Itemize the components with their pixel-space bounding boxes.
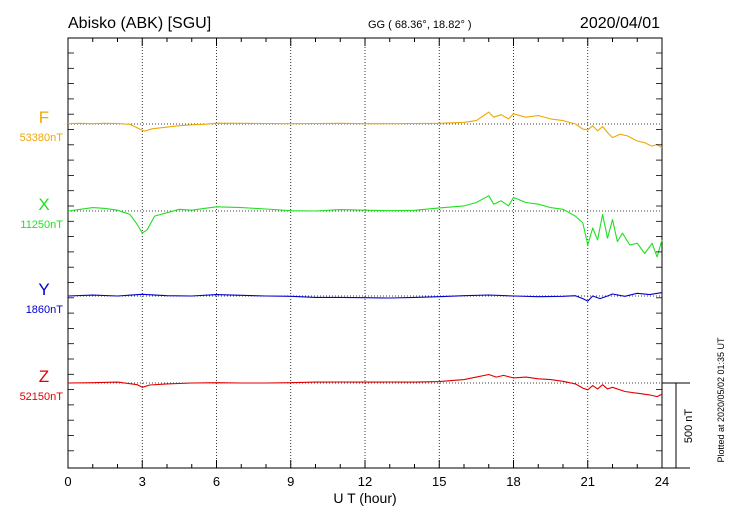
series-baseline-Y: 1860nT	[26, 304, 64, 316]
x-tick-label-18: 18	[506, 474, 520, 489]
x-tick-label-6: 6	[213, 474, 220, 489]
date-label: 2020/04/01	[580, 15, 660, 32]
series-baseline-F: 53380nT	[20, 132, 64, 144]
x-tick-label-21: 21	[581, 474, 595, 489]
scale-bar-label: 500 nT	[683, 409, 695, 444]
plotted-at-note: Plotted at 2020/05/02 01:35 UT	[716, 337, 726, 463]
coordinates-label: GG ( 68.36°, 18.82° )	[368, 19, 472, 31]
x-tick-label-24: 24	[655, 474, 669, 489]
x-axis: 0 3 6 9 12 15 18 21 24	[64, 38, 669, 489]
series-name-Y: Y	[38, 280, 49, 299]
series-labels: F 53380nT X 11250nT Y 1860nT Z 52150nT	[20, 108, 64, 403]
series-name-F: F	[39, 108, 49, 127]
x-tick-label-9: 9	[287, 474, 294, 489]
series-name-Z: Z	[39, 367, 49, 386]
series-baseline-Z: 52150nT	[20, 391, 64, 403]
series-name-X: X	[38, 195, 49, 214]
scale-bar: 500 nT	[662, 382, 695, 469]
series-line-Z	[67, 373, 663, 398]
x-tick-label-15: 15	[432, 474, 446, 489]
x-tick-label-0: 0	[64, 474, 71, 489]
station-title: Abisko (ABK) [SGU]	[68, 15, 211, 32]
series-line-X	[67, 195, 663, 258]
x-axis-title: U T (hour)	[333, 490, 396, 506]
series-baseline-X: 11250nT	[20, 219, 63, 231]
x-tick-label-12: 12	[358, 474, 372, 489]
series-line-F	[67, 111, 663, 149]
plot-frame	[67, 37, 663, 469]
x-tick-label-3: 3	[139, 474, 146, 489]
grid	[68, 38, 662, 468]
series-group	[67, 111, 663, 398]
series-line-Y	[67, 292, 663, 302]
